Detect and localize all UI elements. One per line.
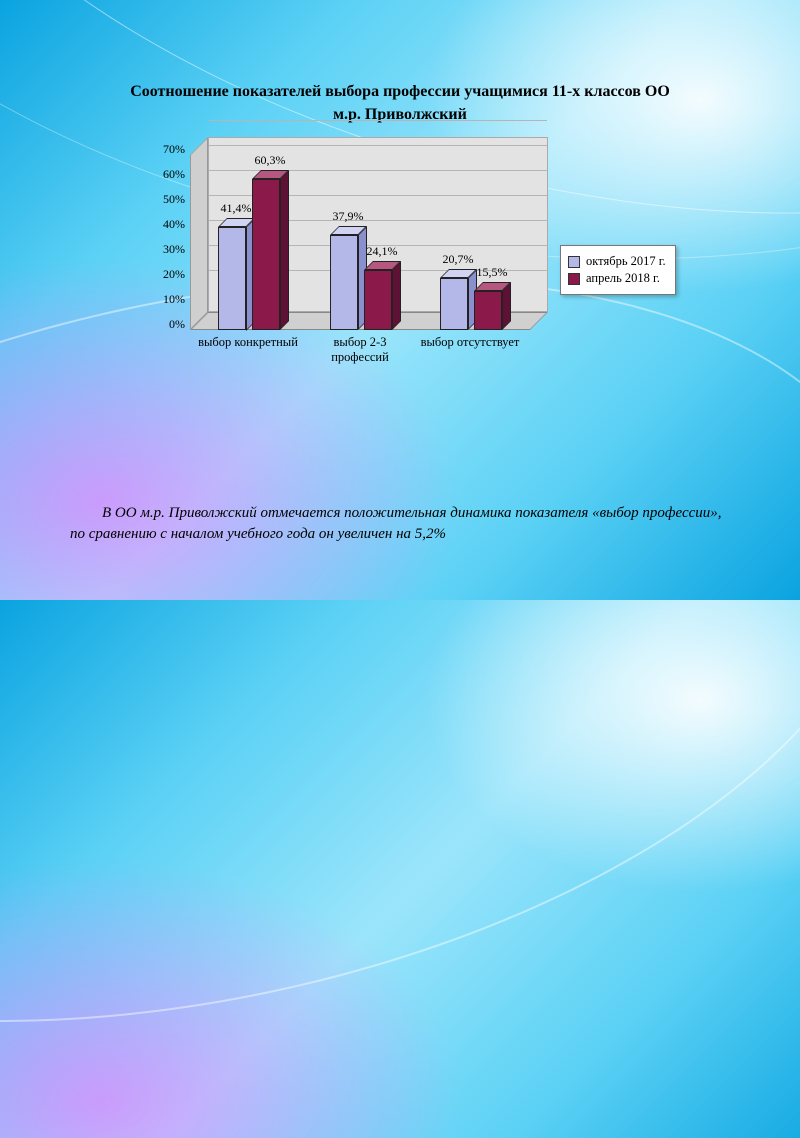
y-tick-label: 40% [130, 217, 185, 232]
gridline [209, 120, 547, 121]
legend-swatch-icon [568, 273, 580, 285]
bar-value-label: 24,1% [360, 244, 404, 259]
y-tick-label: 10% [130, 292, 185, 307]
chart-y-axis: 0%10%20%30%40%50%60%70% [130, 149, 185, 334]
caption-text: В ОО м.р. Приволжский отмечается положит… [70, 503, 740, 545]
bar: 41,4% [218, 227, 246, 331]
legend-item: апрель 2018 г. [568, 271, 666, 286]
bar: 20,7% [440, 278, 468, 330]
bar: 24,1% [364, 270, 392, 330]
title-line-1: Соотношение показателей выбора профессии… [130, 83, 670, 100]
y-tick-label: 0% [130, 317, 185, 332]
chart-bars: 41,4%60,3%37,9%24,1%20,7%15,5% [190, 155, 530, 330]
y-tick-label: 20% [130, 267, 185, 282]
x-tick-label: выбор отсутствует [420, 335, 520, 350]
bar: 15,5% [474, 291, 502, 330]
chart: 41,4%60,3%37,9%24,1%20,7%15,5% 0%10%20%3… [130, 155, 600, 385]
y-tick-label: 50% [130, 192, 185, 207]
x-tick-label: выбор 2-3 профессий [310, 335, 410, 365]
legend-item: октябрь 2017 г. [568, 254, 666, 269]
bar-value-label: 60,3% [248, 153, 292, 168]
bar: 60,3% [252, 179, 280, 330]
bar-value-label: 15,5% [470, 265, 514, 280]
bar-value-label: 37,9% [326, 209, 370, 224]
chart-plot-area: 41,4%60,3%37,9%24,1%20,7%15,5% [190, 155, 530, 330]
y-tick-label: 30% [130, 242, 185, 257]
gridline [209, 145, 547, 146]
x-tick-label: выбор конкретный [198, 335, 298, 350]
legend-label: апрель 2018 г. [586, 271, 660, 286]
bar: 37,9% [330, 235, 358, 330]
legend-swatch-icon [568, 256, 580, 268]
y-tick-label: 60% [130, 167, 185, 182]
y-tick-label: 70% [130, 142, 185, 157]
chart-legend: октябрь 2017 г. апрель 2018 г. [560, 245, 676, 295]
legend-label: октябрь 2017 г. [586, 254, 666, 269]
